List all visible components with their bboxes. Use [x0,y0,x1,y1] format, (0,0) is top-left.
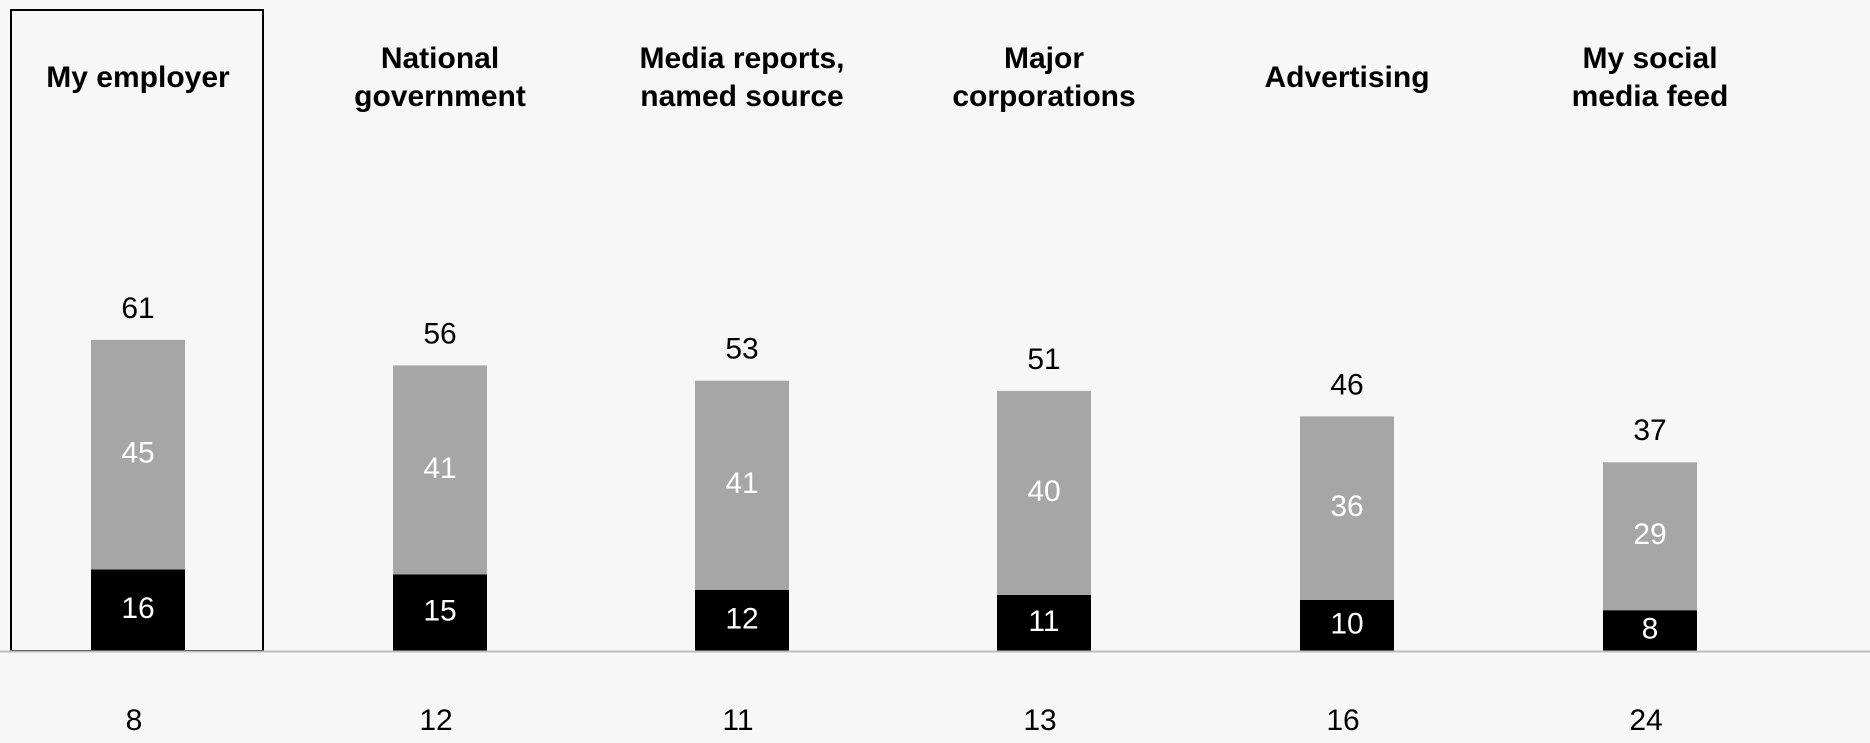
category-label-line: corporations [952,80,1135,113]
bar-segment-2 [1603,462,1697,611]
bottom-value-label: 24 [1629,704,1662,737]
bar-segment-2 [1300,416,1394,600]
category-label: My employer [46,61,230,94]
segment-value-label: 12 [725,602,758,635]
category-label-line: My social [1582,42,1717,75]
bar-segment-1 [997,594,1091,651]
segment-value-label: 15 [423,595,456,628]
category-label: Advertising [1264,61,1429,94]
bar-segment-1 [1603,610,1697,651]
category-label-line: National [381,42,499,75]
segment-value-label: 40 [1027,475,1060,508]
bar-segment-1 [91,569,185,651]
total-value-label: 37 [1633,414,1666,447]
category-label-line: government [354,80,526,113]
category-label-line: Media reports, [639,42,844,75]
segment-value-label: 16 [121,592,154,625]
bottom-value-label: 8 [126,704,143,737]
bottom-value-label: 12 [419,704,452,737]
bar-segment-2 [91,339,185,570]
total-value-label: 61 [121,292,154,325]
bar-segment-1 [1300,600,1394,651]
category-label-line: Major [1004,42,1084,75]
category-label-line: named source [640,80,843,113]
bottom-value-label: 11 [722,704,753,737]
total-value-label: 51 [1027,343,1060,376]
segment-value-label: 11 [1028,605,1059,638]
total-value-label: 46 [1330,368,1363,401]
segment-value-label: 10 [1330,607,1363,640]
bar-segment-1 [393,574,487,651]
bar-segment-2 [393,365,487,575]
bar-segment-1 [695,589,789,651]
segment-value-label: 8 [1642,613,1659,646]
segment-value-label: 29 [1633,518,1666,551]
segment-value-label: 45 [121,437,154,470]
segment-value-label: 41 [423,452,456,485]
segment-value-label: 41 [725,467,758,500]
bar-segment-2 [695,380,789,590]
total-value-label: 56 [423,317,456,350]
category-label-line: media feed [1572,80,1729,113]
total-value-label: 53 [725,333,758,366]
bar-segment-2 [997,390,1091,595]
bottom-value-label: 16 [1326,704,1359,737]
segment-value-label: 36 [1330,490,1363,523]
bottom-value-label: 13 [1023,704,1056,737]
